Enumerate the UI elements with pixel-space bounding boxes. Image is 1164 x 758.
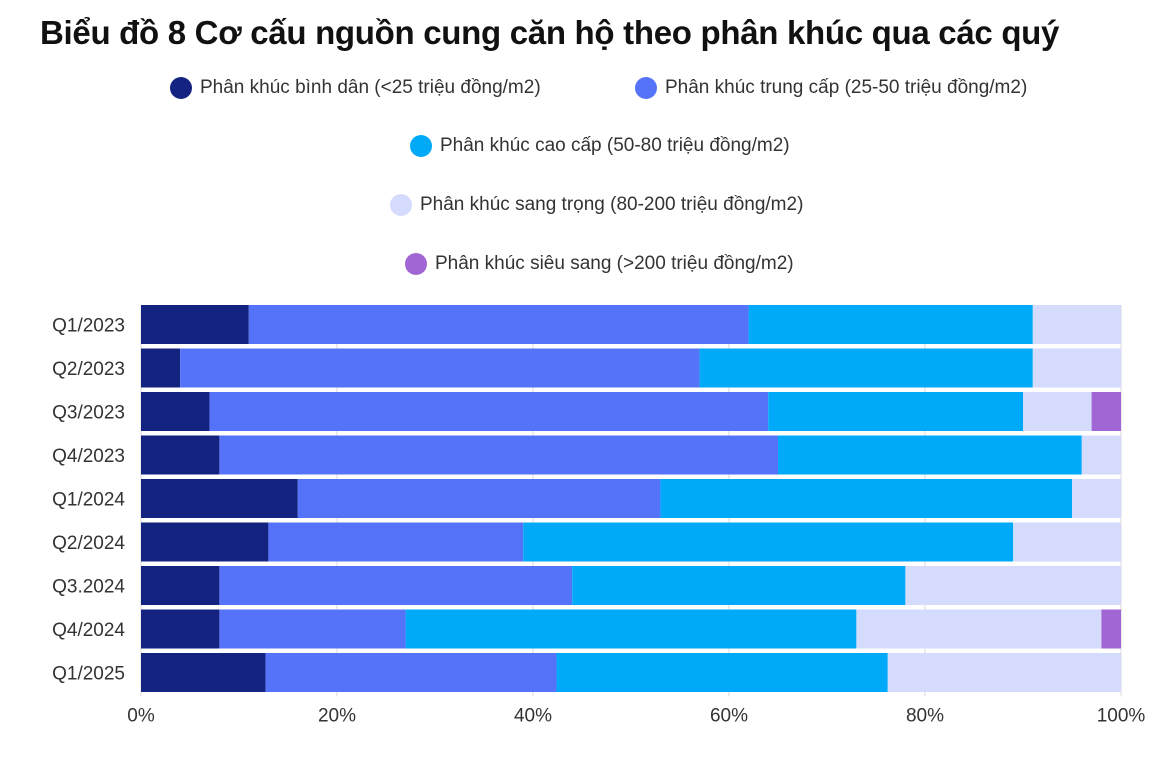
bar-segment-6-1 <box>219 566 573 605</box>
category-label: Q3/2023 <box>52 403 125 424</box>
category-label: Q2/2023 <box>52 359 125 380</box>
legend-swatch-sieu-sang <box>405 253 427 275</box>
legend-swatch-binh-dan <box>170 77 192 99</box>
legend-item-sieu-sang: Phân khúc siêu sang (>200 triệu đồng/m2) <box>405 253 794 275</box>
bar-segment-3-1 <box>219 435 778 475</box>
category-label: Q1/2025 <box>52 664 125 685</box>
bar-segment-6-2 <box>572 566 906 605</box>
bar-segment-7-4 <box>1101 609 1121 649</box>
bar-segment-0-2 <box>748 305 1033 344</box>
bar-segment-2-3 <box>1023 392 1092 431</box>
bar-segment-2-0 <box>141 392 210 431</box>
x-tick-label: 0% <box>127 706 155 727</box>
legend-label-cao-cap: Phân khúc cao cấp (50-80 triệu đồng/m2) <box>440 135 790 156</box>
bar-segment-6-3 <box>905 566 1121 605</box>
legend-item-sang-trong: Phân khúc sang trọng (80-200 triệu đồng/… <box>390 194 803 216</box>
bar-segment-4-0 <box>141 479 298 518</box>
x-tick-label: 100% <box>1097 706 1146 727</box>
legend-item-binh-dan: Phân khúc bình dân (<25 triệu đồng/m2) <box>170 77 541 99</box>
x-tick-label: 60% <box>710 706 748 727</box>
bar-segment-4-1 <box>297 479 661 518</box>
bar-segment-1-2 <box>699 348 1033 388</box>
bar-segment-2-1 <box>209 392 769 431</box>
category-label: Q4/2024 <box>52 620 125 641</box>
bar-segment-0-0 <box>141 305 249 344</box>
bar-segment-8-1 <box>265 653 557 692</box>
bar-segment-5-0 <box>141 522 269 562</box>
bar-segment-1-1 <box>180 348 700 388</box>
bar-segment-4-3 <box>1072 479 1121 518</box>
bar-segment-3-2 <box>778 435 1082 475</box>
legend-swatch-trung-cap <box>635 77 657 99</box>
x-tick-label: 20% <box>318 706 356 727</box>
bar-segment-1-0 <box>141 348 181 388</box>
legend-label-trung-cap: Phân khúc trung cấp (25-50 triệu đồng/m2… <box>665 77 1028 98</box>
category-label: Q1/2024 <box>52 490 125 511</box>
bar-segment-0-3 <box>1032 305 1121 344</box>
bar-segment-2-2 <box>768 392 1023 431</box>
legend-label-sieu-sang: Phân khúc siêu sang (>200 triệu đồng/m2) <box>435 253 794 274</box>
legend-label-sang-trong: Phân khúc sang trọng (80-200 triệu đồng/… <box>420 194 804 215</box>
legend-label-binh-dan: Phân khúc bình dân (<25 triệu đồng/m2) <box>200 77 541 98</box>
bar-segment-8-3 <box>887 653 1121 692</box>
category-label: Q4/2023 <box>52 446 125 467</box>
bar-segment-8-2 <box>556 653 888 692</box>
bar-segment-8-0 <box>141 653 266 692</box>
category-label: Q1/2023 <box>52 316 125 337</box>
bar-segment-5-1 <box>268 522 524 562</box>
bar-segment-4-2 <box>660 479 1072 518</box>
x-tick-label: 40% <box>514 706 552 727</box>
chart-title: Biểu đồ 8 Cơ cấu nguồn cung căn hộ theo … <box>40 14 1060 51</box>
category-label: Q3.2024 <box>52 577 125 598</box>
bar-segment-7-1 <box>219 609 406 649</box>
bar-segment-7-0 <box>141 609 220 649</box>
bar-segment-5-3 <box>1013 522 1121 562</box>
bar-segment-2-4 <box>1091 392 1121 431</box>
legend-swatch-cao-cap <box>410 135 432 157</box>
bar-segment-3-3 <box>1081 435 1121 475</box>
legend-item-trung-cap: Phân khúc trung cấp (25-50 triệu đồng/m2… <box>635 77 1027 99</box>
bar-segment-0-1 <box>248 305 749 344</box>
bar-segment-1-3 <box>1032 348 1121 388</box>
legend-swatch-sang-trong <box>390 194 412 216</box>
bar-segment-7-3 <box>856 609 1102 649</box>
x-tick-label: 80% <box>906 706 944 727</box>
bar-segment-3-0 <box>141 435 220 475</box>
category-label: Q2/2024 <box>52 533 125 554</box>
bar-segment-6-0 <box>141 566 220 605</box>
bar-segment-7-2 <box>405 609 857 649</box>
bar-segment-5-2 <box>523 522 1014 562</box>
legend-item-cao-cap: Phân khúc cao cấp (50-80 triệu đồng/m2) <box>410 135 790 157</box>
